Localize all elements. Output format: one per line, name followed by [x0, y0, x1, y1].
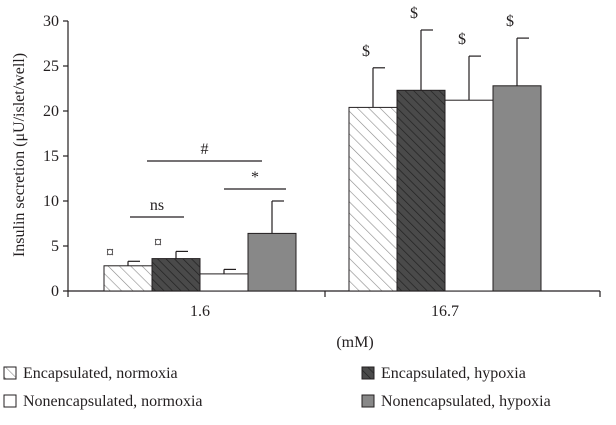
legend-label: Nonencapsulated, normoxia	[23, 393, 203, 410]
x-tick-label: 16.7	[431, 303, 459, 320]
legend-label: Nonencapsulated, hypoxia	[381, 393, 551, 410]
y-axis-title: Insulin secretion (μU/islet/well)	[11, 53, 28, 257]
y-tick-label: 0	[51, 283, 59, 300]
legend-swatch	[3, 394, 17, 408]
bar	[396, 89, 446, 292]
y-tick-label: 25	[43, 58, 59, 75]
bar	[103, 265, 153, 292]
bar	[492, 85, 542, 292]
bar	[348, 106, 398, 292]
annotations-layer: ¤ $ ¤ $ $ $ ns # *	[106, 5, 514, 261]
significance-marker: $	[506, 13, 514, 30]
legend-swatch	[361, 394, 375, 408]
y-tick-label: 30	[43, 13, 59, 30]
legend-label: Encapsulated, hypoxia	[381, 365, 526, 382]
y-tick-label: 15	[43, 148, 59, 165]
legend-swatch	[3, 366, 17, 380]
bars-layer	[103, 29, 542, 292]
x-tick-label: 1.6	[190, 303, 210, 320]
bar	[151, 258, 201, 292]
bar	[199, 273, 249, 292]
x-axis-title: (mM)	[336, 334, 373, 351]
legend-label: Encapsulated, normoxia	[23, 365, 178, 382]
bar	[247, 232, 297, 292]
significance-marker: $	[362, 43, 370, 60]
significance-marker: $	[458, 31, 466, 48]
comparison-label: #	[201, 141, 209, 158]
legend: Encapsulated, normoxia Encapsulated, hypo…	[3, 365, 551, 410]
y-tick-label: 5	[51, 238, 59, 255]
comparison-label: *	[251, 169, 259, 186]
significance-marker: ¤	[154, 234, 162, 251]
legend-swatch	[361, 366, 375, 380]
comparison-label: ns	[150, 197, 164, 214]
y-tick-label: 10	[43, 193, 59, 210]
significance-marker: $	[410, 5, 418, 22]
bar	[444, 99, 494, 292]
significance-marker: ¤	[106, 244, 114, 261]
y-tick-label: 20	[43, 103, 59, 120]
